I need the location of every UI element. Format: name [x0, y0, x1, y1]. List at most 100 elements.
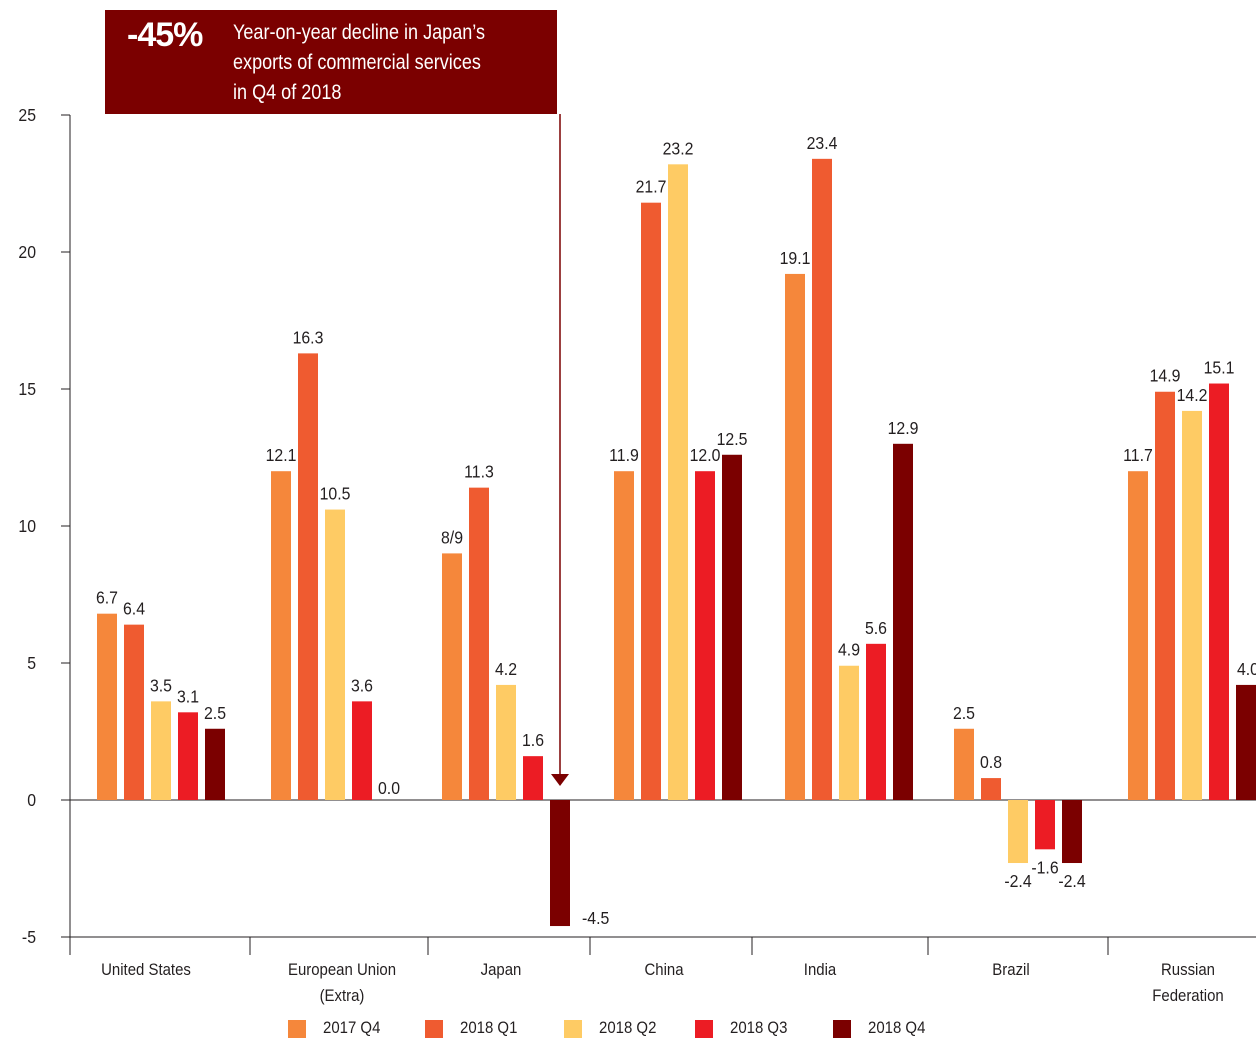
callout-line-1: Year-on-year decline in Japan’s — [233, 21, 486, 44]
bar — [523, 756, 543, 800]
bar — [668, 164, 688, 800]
data-label: 1.6 — [522, 730, 544, 750]
data-label: 5.6 — [865, 618, 887, 638]
data-label: 14.2 — [1177, 385, 1208, 405]
legend-label: 2018 Q2 — [599, 1018, 657, 1037]
category-label: Federation — [1152, 987, 1223, 1005]
bar — [325, 509, 345, 800]
category-label: India — [804, 961, 837, 979]
legend-swatch — [695, 1020, 713, 1038]
callout-value: -45% — [127, 16, 203, 54]
bar — [271, 471, 291, 800]
bar — [298, 353, 318, 800]
bar — [866, 643, 886, 800]
legend-swatch — [564, 1020, 582, 1038]
bar — [178, 712, 198, 800]
bar — [1062, 800, 1082, 864]
callout-text: Year-on-year decline in Japan’s exports … — [233, 18, 508, 108]
y-tick-label: 5 — [27, 653, 36, 673]
bar — [785, 273, 805, 800]
data-label: 0.8 — [980, 752, 1002, 772]
bar — [1035, 800, 1055, 850]
category-label: Japan — [481, 961, 522, 979]
legend-swatch — [425, 1020, 443, 1038]
data-label: 12.1 — [266, 445, 297, 465]
data-label: 15.1 — [1204, 358, 1235, 378]
data-label: 6.7 — [96, 588, 118, 608]
bar — [1008, 800, 1028, 864]
data-label: 19.1 — [780, 248, 811, 268]
bar — [1128, 471, 1148, 800]
callout-line-3: in Q4 of 2018 — [233, 81, 342, 104]
bar — [722, 454, 742, 800]
data-label: 11.9 — [609, 445, 639, 465]
category-label: Brazil — [992, 961, 1029, 979]
bar — [893, 443, 913, 800]
legend-label: 2018 Q1 — [460, 1018, 518, 1037]
legend-label: 2018 Q3 — [730, 1018, 788, 1037]
bar — [1155, 391, 1175, 800]
bar — [839, 665, 859, 800]
data-label: 4.9 — [838, 640, 860, 660]
bar — [442, 553, 462, 800]
data-label: -2.4 — [1004, 871, 1031, 891]
callout-line-2: exports of commercial services — [233, 51, 481, 74]
callout-box: -45% Year-on-year decline in Japan’s exp… — [105, 10, 557, 114]
legend-swatch — [288, 1020, 306, 1038]
y-tick-label: -5 — [22, 927, 36, 947]
y-tick-label: 0 — [27, 790, 36, 810]
bar — [550, 800, 570, 927]
data-label: 8/9 — [441, 527, 463, 547]
legend-label: 2017 Q4 — [323, 1018, 381, 1037]
category-label: (Extra) — [320, 987, 365, 1005]
data-label: 2.5 — [953, 703, 975, 723]
data-label: 0.0 — [378, 778, 400, 798]
bar — [151, 701, 171, 800]
data-label: 3.5 — [150, 675, 172, 695]
y-tick-label: 25 — [18, 105, 36, 125]
bar — [496, 684, 516, 800]
data-label: -1.6 — [1031, 857, 1058, 877]
bar — [954, 728, 974, 800]
data-label: -4.5 — [582, 908, 609, 928]
bar — [1209, 383, 1229, 800]
bar — [97, 613, 117, 800]
y-tick-label: 20 — [18, 242, 36, 262]
data-label: 14.9 — [1150, 366, 1181, 386]
data-label: 10.5 — [320, 484, 351, 504]
bar — [352, 701, 372, 800]
data-label: 4.0 — [1237, 659, 1256, 679]
data-label: 11.7 — [1123, 445, 1153, 465]
data-label: 12.5 — [717, 429, 748, 449]
data-label: 3.6 — [351, 675, 373, 695]
data-label: 2.5 — [204, 703, 226, 723]
data-label: 12.0 — [690, 445, 721, 465]
category-label: Russian — [1161, 961, 1215, 979]
bar — [695, 471, 715, 800]
data-label: 3.1 — [177, 686, 199, 706]
data-label: 16.3 — [293, 327, 324, 347]
y-tick-label: 15 — [18, 379, 36, 399]
bar — [469, 487, 489, 800]
data-label: -2.4 — [1058, 871, 1085, 891]
bar — [124, 624, 144, 800]
category-label: China — [644, 961, 683, 979]
bar — [614, 471, 634, 800]
bar — [641, 202, 661, 800]
data-label: 12.9 — [888, 418, 919, 438]
bar — [812, 158, 832, 801]
y-tick-label: 10 — [18, 516, 36, 536]
category-label: European Union — [288, 961, 396, 979]
data-label: 4.2 — [495, 659, 517, 679]
data-label: 6.4 — [123, 599, 145, 619]
bar — [205, 728, 225, 800]
bar — [981, 778, 1001, 800]
data-label: 23.2 — [663, 138, 694, 158]
bar — [1236, 684, 1256, 800]
legend-label: 2018 Q4 — [868, 1018, 926, 1037]
data-label: 23.4 — [807, 133, 838, 153]
data-label: 11.3 — [464, 462, 494, 482]
data-label: 21.7 — [636, 177, 667, 197]
legend-swatch — [833, 1020, 851, 1038]
